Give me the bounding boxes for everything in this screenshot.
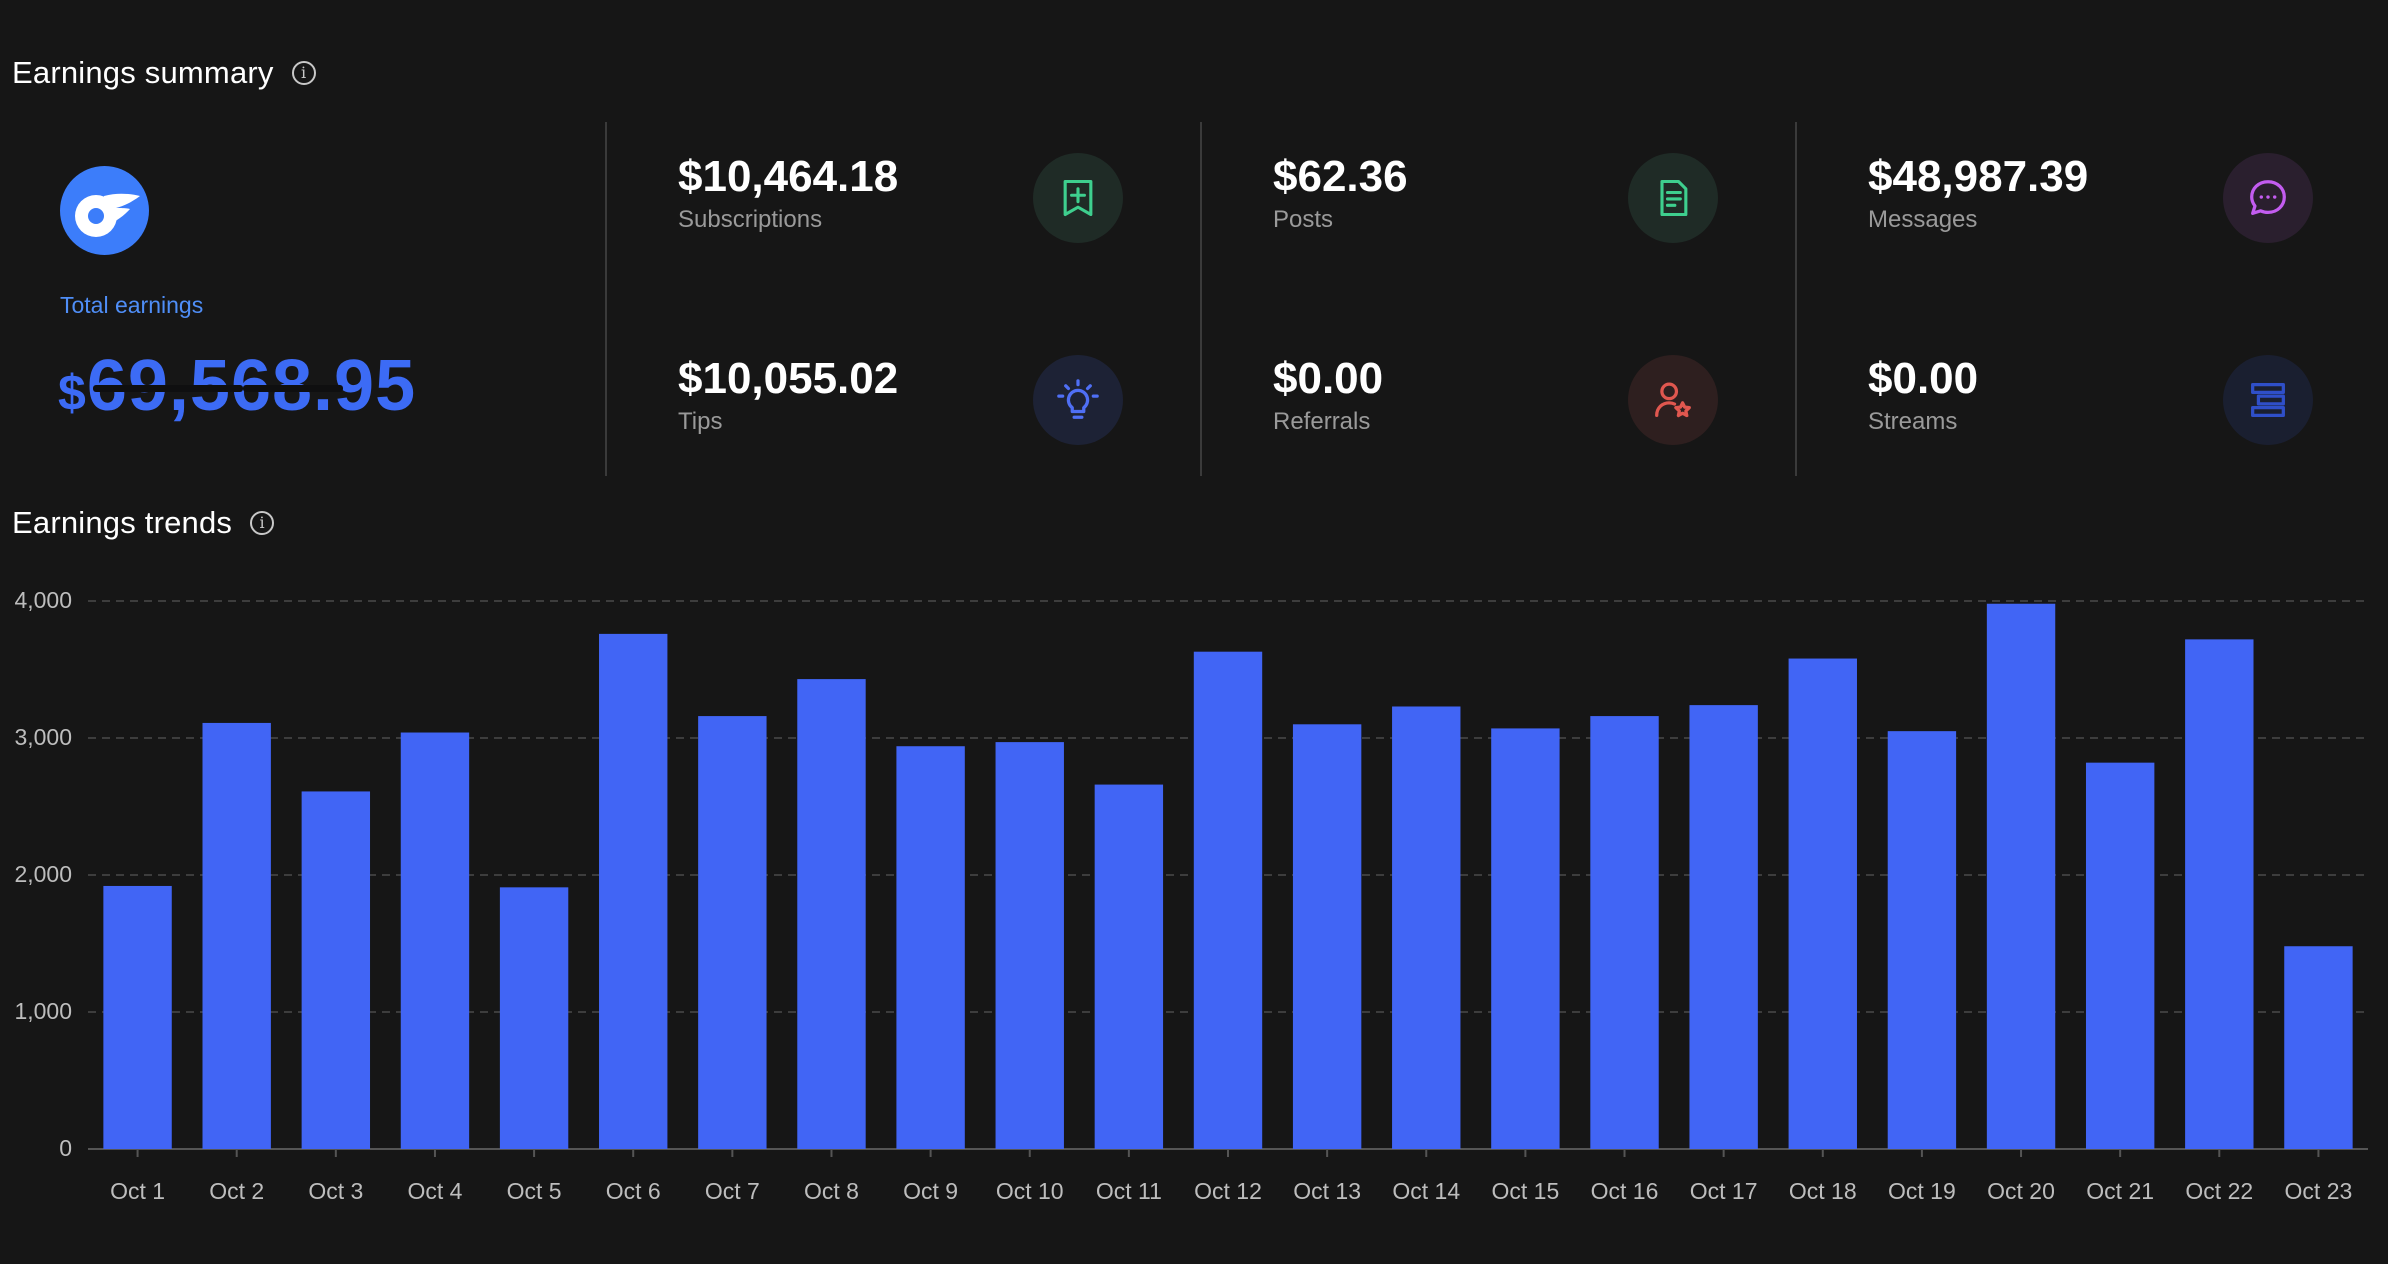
earnings-summary-header: Earnings summary i: [12, 55, 316, 91]
x-tick-label: Oct 3: [308, 1178, 364, 1204]
bar[interactable]: [1193, 651, 1263, 1149]
x-tick-label: Oct 6: [605, 1178, 661, 1204]
info-icon[interactable]: i: [291, 61, 316, 85]
redaction-line: [243, 385, 343, 392]
lightbulb-icon: [1033, 355, 1123, 445]
stream-bars-icon: [2223, 355, 2313, 445]
x-tick-label: Oct 1: [110, 1178, 166, 1204]
x-tick-label: Oct 19: [1888, 1178, 1956, 1204]
bar[interactable]: [301, 791, 371, 1149]
bar[interactable]: [1689, 705, 1758, 1149]
stat-messages: $48,987.39 Messages: [1868, 152, 2088, 234]
stat-value: $10,464.18: [678, 152, 899, 201]
total-earnings-label: Total earnings: [60, 292, 204, 318]
stat-tips: $10,055.02 Tips: [678, 354, 898, 436]
currency-symbol: $: [58, 365, 87, 421]
x-tick-label: Oct 14: [1392, 1178, 1461, 1204]
y-tick-label: 3,000: [14, 724, 72, 750]
bar[interactable]: [1788, 658, 1857, 1149]
bar[interactable]: [400, 732, 470, 1149]
y-tick-label: 4,000: [14, 587, 72, 613]
total-earnings-value: $69,568.95: [58, 345, 416, 427]
onlyfans-logo-icon: [60, 166, 149, 255]
y-tick-label: 0: [59, 1135, 72, 1161]
bar[interactable]: [1887, 731, 1957, 1149]
user-star-icon: [1628, 355, 1718, 445]
x-tick-label: Oct 9: [903, 1178, 959, 1204]
bar[interactable]: [1491, 728, 1560, 1149]
x-tick-label: Oct 8: [803, 1178, 859, 1204]
redaction-line: [93, 385, 243, 392]
stat-label: Subscriptions: [678, 206, 823, 233]
bar[interactable]: [499, 887, 569, 1149]
stat-value: $62.36: [1273, 152, 1408, 201]
bar[interactable]: [1986, 603, 2056, 1149]
x-tick-label: Oct 18: [1788, 1178, 1857, 1204]
x-tick-label: Oct 10: [995, 1178, 1064, 1204]
stat-label: Tips: [678, 408, 723, 435]
bar[interactable]: [2284, 946, 2353, 1149]
stat-value: $48,987.39: [1868, 152, 2089, 201]
stat-value: $10,055.02: [678, 354, 899, 403]
x-tick-label: Oct 5: [506, 1178, 562, 1204]
bar[interactable]: [1392, 706, 1461, 1149]
x-tick-label: Oct 12: [1194, 1178, 1262, 1204]
stat-posts: $62.36 Posts: [1273, 152, 1408, 234]
bar[interactable]: [995, 742, 1064, 1149]
divider: [1200, 122, 1202, 476]
chat-bubble-icon: [2223, 153, 2313, 243]
stat-referrals: $0.00 Referrals: [1273, 354, 1383, 436]
x-tick-label: Oct 11: [1095, 1178, 1162, 1204]
x-tick-label: Oct 17: [1689, 1178, 1758, 1204]
stat-label: Messages: [1868, 206, 1978, 233]
bar[interactable]: [1590, 716, 1659, 1149]
x-tick-label: Oct 16: [1590, 1178, 1659, 1204]
bar[interactable]: [2085, 762, 2155, 1149]
stat-subscriptions: $10,464.18 Subscriptions: [678, 152, 898, 234]
bar[interactable]: [202, 722, 271, 1149]
stat-value: $0.00: [1868, 354, 1979, 403]
bar[interactable]: [103, 885, 172, 1149]
x-tick-label: Oct 23: [2284, 1178, 2353, 1204]
x-tick-label: Oct 15: [1491, 1178, 1560, 1204]
bar[interactable]: [1094, 784, 1164, 1149]
x-tick-label: Oct 7: [704, 1178, 760, 1204]
stat-streams: $0.00 Streams: [1868, 354, 1978, 436]
divider: [1795, 122, 1797, 476]
divider: [605, 122, 607, 476]
stat-label: Posts: [1273, 206, 1334, 233]
bookmark-plus-icon: [1033, 153, 1123, 243]
earnings-trends-title: Earnings trends: [12, 505, 233, 540]
earnings-trends-header: Earnings trends i: [12, 505, 275, 541]
x-tick-label: Oct 21: [2086, 1178, 2155, 1204]
x-tick-label: Oct 20: [1987, 1178, 2055, 1204]
x-tick-label: Oct 13: [1293, 1178, 1361, 1204]
bar[interactable]: [698, 716, 767, 1149]
info-icon[interactable]: i: [250, 511, 275, 535]
stat-label: Streams: [1868, 408, 1958, 435]
document-icon: [1628, 153, 1718, 243]
x-tick-label: Oct 2: [209, 1178, 265, 1204]
stat-value: $0.00: [1273, 354, 1384, 403]
y-tick-label: 2,000: [14, 861, 72, 887]
bar[interactable]: [1292, 724, 1362, 1149]
bar[interactable]: [2185, 639, 2254, 1149]
x-tick-label: Oct 4: [407, 1178, 463, 1204]
bar[interactable]: [896, 746, 965, 1149]
y-tick-label: 1,000: [14, 998, 72, 1024]
earnings-summary-title: Earnings summary: [12, 55, 274, 90]
bar[interactable]: [797, 679, 866, 1149]
bar[interactable]: [599, 633, 668, 1149]
x-tick-label: Oct 22: [2185, 1178, 2254, 1204]
stat-label: Referrals: [1273, 408, 1371, 435]
